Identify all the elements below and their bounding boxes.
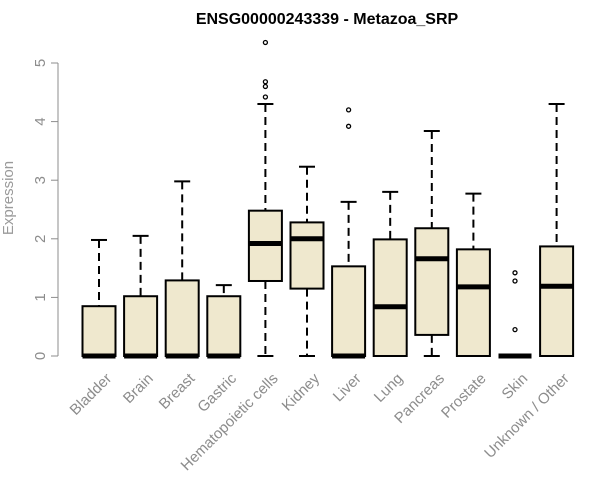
y-tick-label: 3 (32, 176, 49, 184)
y-tick-label: 4 (32, 117, 49, 125)
y-axis: 0 1 2 3 4 5 (32, 59, 59, 360)
box-brain (123, 234, 159, 359)
box-gastric (206, 284, 242, 359)
box-bladder (81, 238, 117, 359)
y-tick-label: 5 (32, 59, 49, 67)
y-tick-label: 0 (32, 352, 49, 360)
box-hematopoietic-cells (247, 39, 283, 357)
outlier-point (345, 123, 352, 129)
iqr-box (289, 221, 325, 290)
chart-title: ENSG00000243339 - Metazoa_SRP (196, 11, 459, 28)
box-skin (498, 270, 532, 359)
x-tick-label: Prostate (438, 370, 490, 422)
iqr-box (414, 227, 450, 336)
iqr-box (164, 279, 200, 358)
outlier-point (512, 326, 518, 333)
iqr-box (206, 295, 242, 357)
box-prostate (455, 192, 491, 358)
x-tick-label: Kidney (279, 370, 324, 415)
y-tick-label: 1 (32, 293, 49, 301)
iqr-box (123, 295, 159, 357)
box-liver (331, 107, 367, 359)
outlier-point (512, 270, 518, 276)
outlier-point (262, 83, 269, 90)
outlier-point (512, 278, 518, 284)
x-tick-label: Bladder (67, 370, 116, 419)
box-kidney (289, 165, 325, 357)
y-axis-label: Expression (0, 161, 17, 235)
outlier-point (262, 79, 269, 85)
iqr-box (331, 265, 367, 358)
box-pancreas (414, 129, 450, 357)
boxes-layer (81, 39, 575, 359)
x-tick-label: Breast (156, 370, 199, 413)
box-breast (164, 180, 200, 359)
x-tick-label: Lung (371, 370, 407, 406)
box-lung (372, 190, 408, 357)
outlier-point (345, 107, 352, 113)
iqr-box (372, 238, 408, 357)
x-tick-label: Brain (120, 370, 157, 407)
box-unknown-other (539, 103, 575, 357)
y-tick-label: 2 (32, 235, 49, 243)
iqr-box (81, 305, 117, 358)
outlier-point (262, 39, 269, 46)
x-tick-label: Skin (499, 370, 532, 403)
iqr-box (539, 245, 575, 357)
x-tick-label: Liver (330, 370, 365, 405)
iqr-box (455, 248, 491, 358)
outlier-point (262, 94, 269, 100)
